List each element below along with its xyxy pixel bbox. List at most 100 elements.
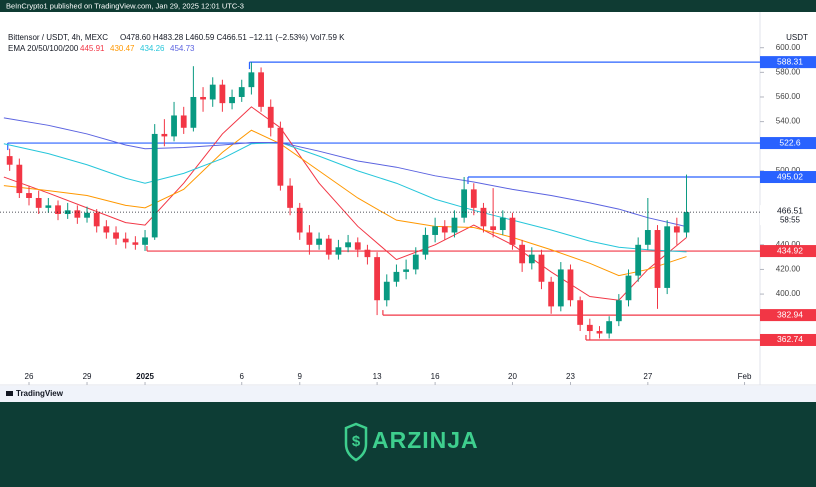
candle-body [615,300,622,322]
candle-body [664,226,671,288]
legend-value: 434.26 [140,44,165,53]
logo-shield [344,422,368,462]
level-label: 434.92 [777,245,803,255]
x-tick-label: 9 [298,372,303,381]
level-label: 588.31 [777,56,803,66]
candle-body [64,210,71,215]
candle-body [55,205,61,215]
candle-body [461,189,468,218]
level-label-box [760,56,816,69]
x-tick-label: 23 [566,372,575,381]
level-label: 522.6 [779,137,801,147]
candle-body [161,133,168,137]
logo-text: ARZINJA [372,427,479,453]
candle-body [6,156,13,165]
candle-body [151,133,158,238]
x-tick-label: 2025 [136,372,154,381]
candle-body [345,242,351,248]
candle-body [625,275,632,301]
legend-value: 454.73 [170,44,195,53]
candle-body [277,127,284,186]
candle-body [644,230,651,245]
y-tick-label: 500.00 [776,166,801,175]
candle-body [596,331,603,334]
candle-body [229,96,235,104]
candle-body [16,164,23,194]
candle-body [480,207,487,227]
x-tick-label: 29 [83,372,92,381]
y-tick-label: 560.00 [776,92,801,101]
candle-body [316,238,322,245]
candle-body [567,269,574,301]
brand-panel [0,402,816,487]
top-banner [0,0,816,12]
candle-body [103,226,110,233]
candle-body [586,324,593,332]
footer-brand: TradingView [16,389,64,398]
candle-body [538,254,545,282]
candle-body [383,281,390,301]
candle-body [683,212,690,233]
candle-body [113,232,119,239]
x-tick-label: 26 [25,372,34,381]
candle-body [190,96,197,128]
y-tick-label: 420.00 [776,265,801,274]
candle-body [606,321,613,334]
candle-body [238,87,245,97]
countdown-label: 58:55 [780,215,801,224]
candle-body [519,244,526,264]
candle-body [122,238,129,243]
candle-body [490,226,497,231]
candle-body [219,84,226,104]
candle-body [171,115,177,137]
level-label-box [760,171,816,184]
chart-title: Bittensor / USDT, 4h, MEXC [8,33,108,42]
candle-body [180,115,187,128]
candle-body [258,72,264,107]
currency-label: USDT [786,33,808,42]
candle-body [142,237,148,245]
x-tick-label: 6 [240,372,245,381]
candle-body [26,193,32,198]
candle-body [267,106,274,128]
candle-body [412,254,419,270]
candle-body [403,269,410,272]
level-label-box [760,309,816,322]
plot: 400.00 420.00 440.00 500.00 540.00 560.00 580.… [0,43,816,385]
candle-body [325,238,332,255]
candle-body [557,269,564,307]
candle-body [306,232,313,245]
candle-body [673,226,680,233]
candle-body [335,247,342,255]
level-label: 362.74 [777,334,803,344]
candle-body [528,254,535,264]
candle-body [548,281,555,307]
candle-body [84,212,90,218]
candle-body [451,217,458,233]
candle-body [364,249,371,258]
banner-text: BeInCrypto1 published on TradingView.com… [6,1,244,10]
footer-bar [0,386,816,402]
y-tick-label: 540.00 [776,117,801,126]
x-tick-label: 20 [508,372,517,381]
x-tick-label: 27 [643,372,652,381]
candle-body [374,257,380,301]
candle-body [654,230,661,288]
candle-body [200,96,206,100]
ema-line [3,142,687,253]
current-price-box [760,205,816,226]
candle-body [441,226,448,233]
legend-value: 430.47 [110,44,135,53]
legend-value: 445.91 [80,44,105,53]
ohlc-text: O478.60 H483.28 L460.59 C466.51 −12.11 (… [120,33,345,42]
candle-body [93,212,100,227]
y-tick-label: 400.00 [776,289,801,298]
ema-line [3,106,687,301]
candle-body [209,84,216,100]
current-price-label: 466.51 [777,205,803,215]
level-label: 382.94 [777,309,803,319]
candle-body [635,244,642,276]
candle-body [45,205,52,208]
candle-body [470,189,477,208]
candle-body [74,210,81,218]
